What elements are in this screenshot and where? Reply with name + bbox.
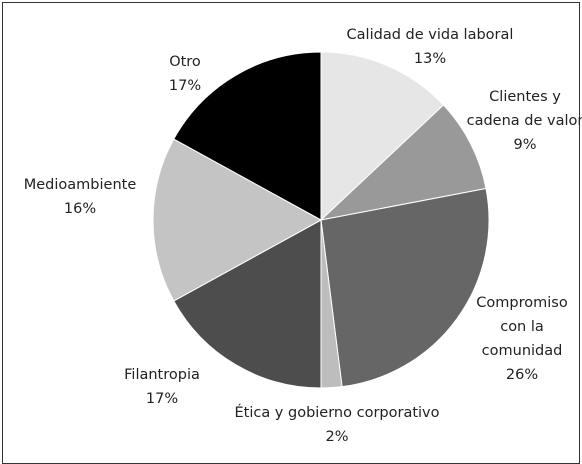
category-label: Compromiso con la comunidad xyxy=(476,295,568,359)
value-label: 17% xyxy=(168,78,202,94)
slice-label: Clientes y cadena de valor 9% xyxy=(466,85,582,157)
value-label: 13% xyxy=(413,51,447,67)
chart xyxy=(152,51,490,389)
value-label: 17% xyxy=(145,391,179,407)
category-label: Ética y gobierno corporativo xyxy=(234,405,440,421)
category-label: Otro xyxy=(169,54,201,70)
value-label: 16% xyxy=(63,201,97,217)
slice-label: Compromiso con la comunidad 26% xyxy=(472,291,572,387)
category-label: Clientes y cadena de valor xyxy=(466,89,582,129)
pie-slice xyxy=(320,187,490,388)
pie-slice xyxy=(152,138,323,302)
pie-slice xyxy=(320,51,445,222)
slice-label: Filantropia 17% xyxy=(102,363,222,411)
slice-label: Otro 17% xyxy=(145,50,225,98)
slice-label: Calidad de vida laboral 13% xyxy=(300,23,560,71)
category-label: Medioambiente xyxy=(23,177,137,193)
category-label: Calidad de vida laboral xyxy=(346,27,514,43)
value-label: 26% xyxy=(505,367,539,383)
value-label: 9% xyxy=(513,137,537,153)
pie-slice xyxy=(319,104,487,221)
pie-slice xyxy=(173,51,322,221)
value-label: 2% xyxy=(325,429,349,445)
pie-slice xyxy=(173,219,322,389)
slice-label: Ética y gobierno corporativo 2% xyxy=(207,401,467,449)
slice-label: Medioambiente 16% xyxy=(5,173,155,221)
category-label: Filantropia xyxy=(124,367,200,383)
